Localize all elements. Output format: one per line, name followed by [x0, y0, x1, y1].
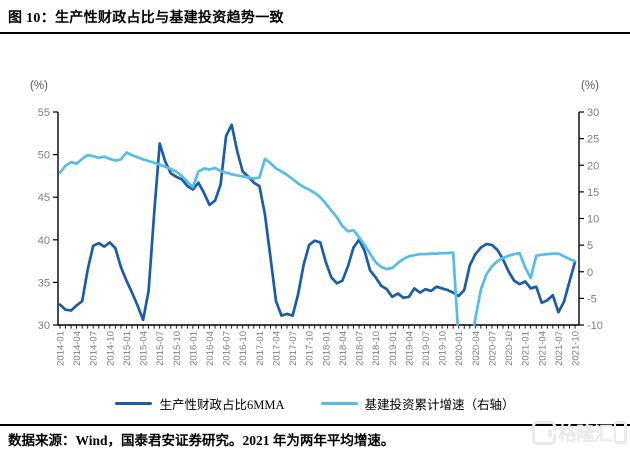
x-axis-tick-label: 2014-04	[72, 331, 83, 366]
right-axis-tick-label: 10	[587, 214, 599, 226]
right-axis-tick-label: 15	[587, 187, 599, 199]
right-axis-tick-label: -10	[587, 320, 603, 332]
left-axis-unit: (%)	[30, 80, 48, 92]
x-axis-tick-label: 2015-01	[122, 331, 133, 366]
x-axis-tick-label: 2016-04	[205, 331, 216, 366]
x-axis-tick-label: 2021-04	[537, 331, 548, 366]
right-axis-tick-label: 5	[587, 240, 593, 252]
legend-line-swatch-light	[320, 402, 358, 405]
x-axis-tick-label: 2017-04	[271, 331, 282, 366]
watermark-label: 格隆汇	[557, 424, 613, 445]
left-axis-tick-label: 30	[38, 320, 50, 332]
x-axis-tick-label: 2015-04	[139, 331, 150, 366]
x-axis-tick-label: 2015-10	[172, 331, 183, 366]
x-axis-tick-label: 2017-01	[255, 331, 266, 366]
chart-legend: 生产性财政占比6MMA 基建投资累计增速（右轴）	[0, 394, 630, 413]
data-source-note: 数据来源：Wind，国泰君安证券研究。2021 年为两年平均增速。	[8, 433, 395, 448]
x-axis-tick-label: 2020-07	[487, 331, 498, 366]
x-axis-tick-label: 2019-01	[388, 331, 399, 366]
x-axis-tick-label: 2021-01	[521, 331, 532, 366]
x-axis-tick-label: 2014-10	[105, 331, 116, 366]
x-axis-tick-label: 2017-07	[288, 331, 299, 366]
left-axis-tick-label: 40	[38, 235, 50, 247]
x-axis-tick-label: 2021-10	[571, 331, 582, 366]
x-axis-tick-label: 2018-07	[355, 331, 366, 366]
legend-label-productive-fiscal: 生产性财政占比6MMA	[159, 398, 285, 412]
right-axis-tick-label: -5	[587, 293, 597, 305]
footer-divider	[0, 424, 630, 426]
left-axis-tick-label: 55	[38, 107, 50, 119]
right-axis-unit: (%)	[581, 80, 599, 92]
dual-axis-line-chart: (%) (%)555045403530302520151050-5-102014-…	[30, 80, 603, 366]
left-axis-tick-label: 35	[38, 277, 50, 289]
x-axis-tick-label: 2020-04	[471, 331, 482, 366]
x-axis-tick-label: 2018-10	[371, 331, 382, 366]
legend-line-swatch-dark	[115, 402, 153, 405]
x-axis-tick-label: 2018-04	[338, 331, 349, 366]
left-axis-tick-label: 45	[38, 192, 50, 204]
title-divider	[0, 32, 630, 34]
gelonghui-watermark: 格隆汇	[531, 419, 627, 446]
legend-label-infra-investment: 基建投资累计增速（右轴）	[364, 398, 515, 412]
right-axis-tick-label: 25	[587, 134, 599, 146]
x-axis-tick-label: 2019-04	[404, 331, 415, 366]
legend-item-productive-fiscal: 生产性财政占比6MMA	[115, 394, 285, 413]
right-axis-tick-label: 30	[587, 107, 599, 119]
x-axis-tick-label: 2018-01	[321, 331, 332, 366]
x-axis-tick-label: 2014-01	[56, 331, 67, 366]
x-axis-tick-label: 2019-10	[438, 331, 449, 366]
right-axis-tick-label: 20	[587, 160, 599, 172]
legend-item-infra-investment: 基建投资累计增速（右轴）	[320, 394, 515, 413]
x-axis-tick-label: 2016-07	[222, 331, 233, 366]
x-axis-tick-label: 2019-07	[421, 331, 432, 366]
x-axis-tick-label: 2017-10	[305, 331, 316, 366]
x-axis-tick-label: 2021-07	[554, 331, 565, 366]
left-axis-tick-label: 50	[38, 150, 50, 162]
x-axis-tick-label: 2016-10	[238, 331, 249, 366]
watermark-tail-icon	[614, 421, 627, 444]
series-line-1	[58, 151, 577, 326]
series-line-0	[58, 123, 577, 322]
x-axis-tick-label: 2020-10	[504, 331, 515, 366]
x-axis-tick-label: 2020-01	[454, 331, 465, 366]
x-axis-tick-label: 2015-07	[155, 331, 166, 366]
figure-title: 图 10：生产性财政占比与基建投资趋势一致	[8, 11, 284, 26]
x-axis-tick-label: 2016-01	[188, 331, 199, 366]
gelonghui-logo-icon	[531, 420, 557, 445]
chart-area: (%) (%) 55 50 45 40 35 30 30 25 20 15 10 5 0 -5 -10 2014-…	[0, 40, 630, 396]
axis-lines	[57, 112, 580, 326]
right-axis-tick-label: 0	[587, 267, 593, 279]
x-axis-tick-label: 2014-07	[89, 331, 100, 366]
